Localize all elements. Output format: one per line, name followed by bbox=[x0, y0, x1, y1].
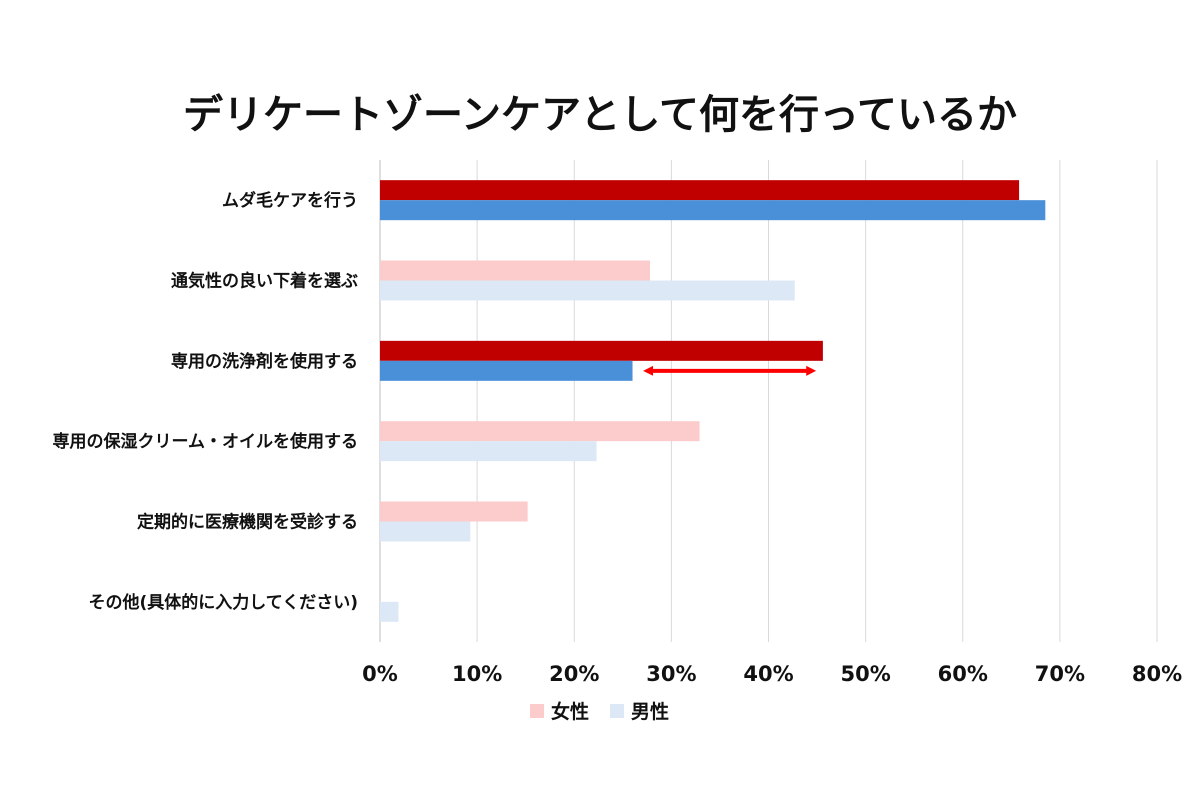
x-tick-label: 80% bbox=[1132, 662, 1182, 686]
x-tick-label: 10% bbox=[452, 662, 502, 686]
x-tick-label: 40% bbox=[743, 662, 793, 686]
grid-lines bbox=[379, 160, 1158, 642]
chart-title: デリケートゾーンケアとして何を行っているか bbox=[183, 92, 1017, 138]
category-label: 定期的に医療機関を受診する bbox=[137, 512, 358, 533]
bar-male bbox=[380, 280, 795, 301]
category-label: 専用の洗浄剤を使用する bbox=[171, 351, 358, 372]
x-tick-label: 20% bbox=[549, 662, 599, 686]
bar-male bbox=[380, 200, 1046, 221]
bar-female bbox=[380, 260, 651, 281]
x-tick-label: 70% bbox=[1035, 662, 1085, 686]
bar-male bbox=[380, 441, 597, 462]
category-labels: ムダ毛ケアを行う通気性の良い下着を選ぶ専用の洗浄剤を使用する専用の保湿クリーム・… bbox=[53, 190, 359, 613]
legend-label-male: 男性 bbox=[631, 700, 669, 723]
x-tick-label: 60% bbox=[938, 662, 988, 686]
bar-female bbox=[380, 180, 1020, 201]
category-label: ムダ毛ケアを行う bbox=[222, 190, 358, 211]
bar-female bbox=[380, 421, 700, 442]
x-tick-label: 50% bbox=[840, 662, 890, 686]
bar-male bbox=[380, 521, 471, 542]
bar-female bbox=[380, 501, 528, 522]
category-label: 通気性の良い下着を選ぶ bbox=[171, 271, 358, 292]
bars bbox=[380, 180, 1046, 622]
legend-label-female: 女性 bbox=[551, 700, 589, 723]
x-tick-label: 0% bbox=[362, 662, 398, 686]
x-tick-labels: 0% 10% 20% 30% 40% 50% 60% 70% 80% bbox=[362, 662, 1182, 686]
category-label: 専用の保湿クリーム・オイルを使用する bbox=[53, 431, 359, 452]
bar-female bbox=[380, 340, 823, 361]
category-label: その他(具体的に入力してください) bbox=[88, 592, 358, 613]
x-tick-label: 30% bbox=[646, 662, 696, 686]
legend: 女性 男性 bbox=[530, 700, 669, 723]
bar-male bbox=[380, 601, 399, 622]
bar-male bbox=[380, 360, 633, 381]
legend-swatch-female bbox=[530, 704, 544, 718]
legend-swatch-male bbox=[610, 704, 624, 718]
